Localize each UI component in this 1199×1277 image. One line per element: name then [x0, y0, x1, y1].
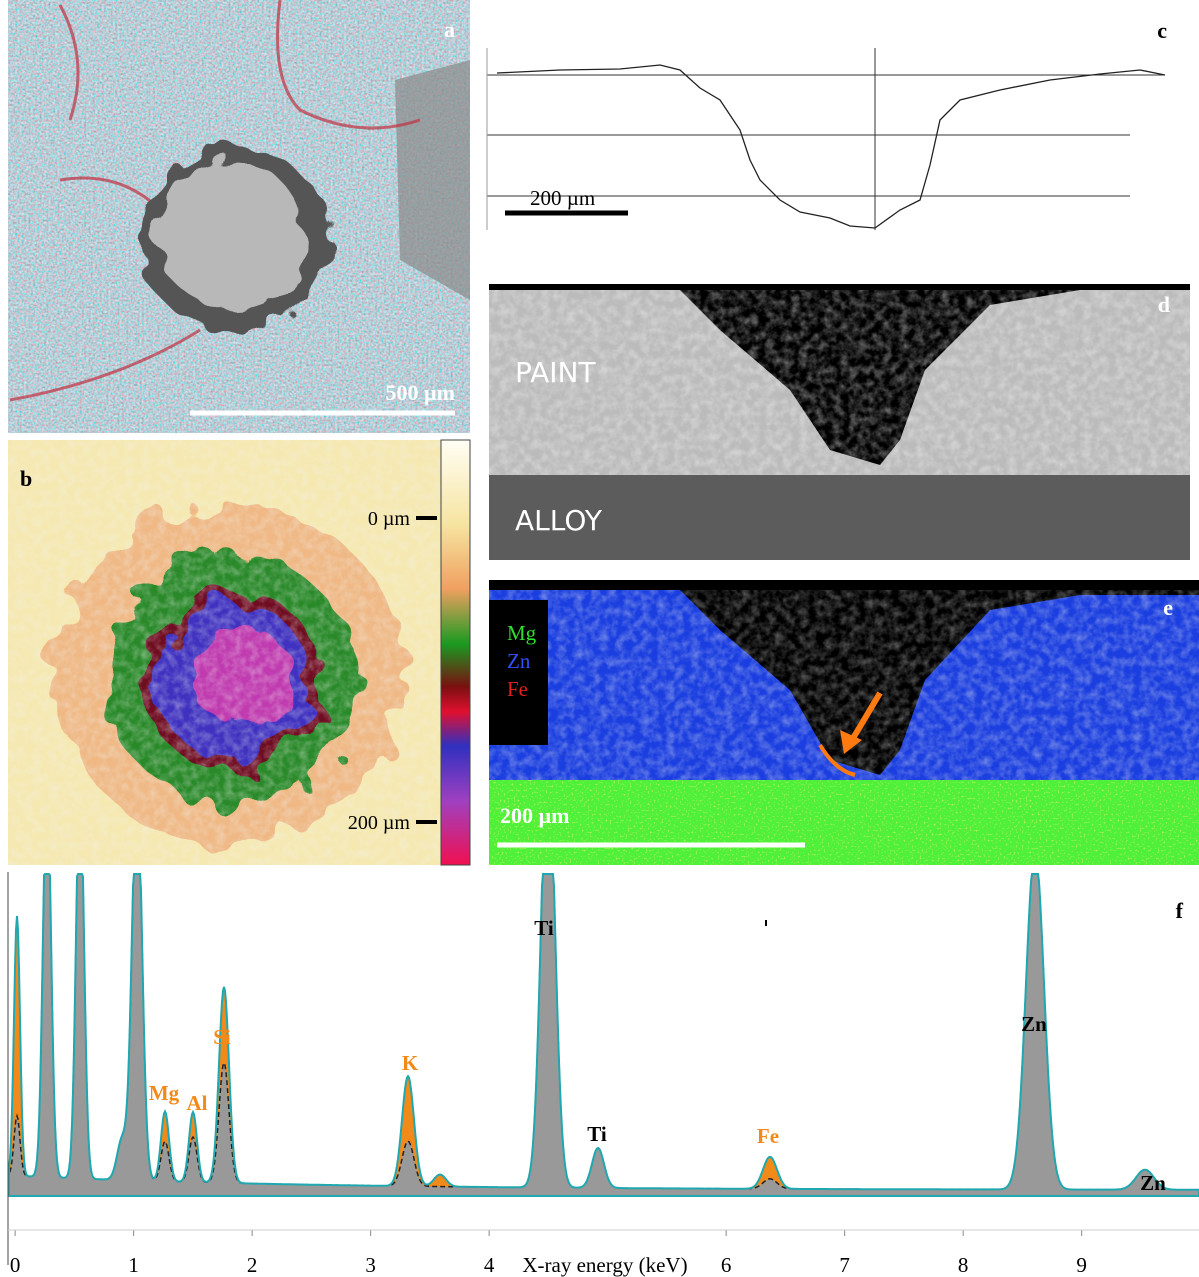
x-tick-label: 8 — [958, 1253, 969, 1277]
fe-trace — [818, 743, 856, 777]
alloy-layer — [489, 475, 1190, 560]
peak-label: Ti — [534, 916, 554, 940]
arrowhead — [840, 730, 862, 754]
scale-label: 500 µm — [385, 380, 455, 405]
peak-label: Al — [187, 1091, 208, 1115]
texture — [489, 290, 1190, 478]
profile — [496, 64, 1166, 229]
legend-item: Fe — [507, 677, 528, 701]
panel-letter: b — [20, 466, 32, 491]
x-tick-label: 2 — [247, 1253, 258, 1277]
x-tick-label: 9 — [1076, 1253, 1087, 1277]
panel-c: 200 µm c — [486, 18, 1167, 230]
peak-label: Si — [213, 1025, 231, 1049]
pit — [140, 148, 330, 332]
arrow — [849, 691, 883, 742]
peak-label: Zn — [1021, 1012, 1047, 1036]
panel-letter: a — [444, 17, 455, 42]
overlay-line — [8, 873, 1199, 1197]
scale-label: 200 µm — [530, 186, 595, 210]
peak-label: K — [402, 1051, 419, 1075]
x-tick-label: 4 — [484, 1253, 495, 1277]
panel-e: Mg Zn Fe 200 µm e — [489, 580, 1199, 865]
x-tick-label: 3 — [365, 1253, 376, 1277]
texture — [489, 780, 1199, 865]
x-tick-label: 7 — [839, 1253, 850, 1277]
x-tick-label: 6 — [721, 1253, 732, 1277]
x-axis-label: X-ray energy (keV) — [522, 1253, 687, 1277]
colorbar-label: 200 µm — [348, 812, 411, 834]
panel-letter: d — [1158, 292, 1170, 317]
layer-label: ALLOY — [515, 504, 603, 537]
scale-label: 200 µm — [500, 803, 570, 828]
x-tick-label: 0 — [10, 1253, 21, 1277]
peak-label: Zn — [1140, 1171, 1166, 1195]
panel-f: f Si Mg Al K Fe Ti Ti Zn Zn X-ray energy… — [7, 872, 1199, 1277]
peak-label: Mg — [149, 1081, 180, 1105]
peak-label: Ti — [587, 1122, 607, 1146]
panel-letter: c — [1157, 18, 1167, 43]
layer-label: PAINT — [515, 356, 596, 389]
panel-a: 500 µm a — [8, 0, 470, 433]
texture — [8, 440, 442, 865]
panel-letter: f — [1176, 898, 1184, 923]
x-tick-label: 1 — [128, 1253, 139, 1277]
colorbar — [440, 439, 471, 866]
region — [395, 60, 470, 300]
colorbar-label: 0 µm — [368, 508, 411, 530]
cracks — [9, 0, 421, 402]
texture — [489, 590, 1199, 785]
panel-letter: e — [1163, 595, 1173, 620]
legend-item: Mg — [507, 621, 537, 645]
legend-item: Zn — [507, 649, 531, 673]
panel-b: 0 µm 200 µm b — [8, 439, 471, 866]
gray-spectrum — [9, 874, 1199, 1196]
legend-box — [489, 600, 548, 745]
peak-label: Fe — [757, 1124, 779, 1148]
panel-d: PAINT ALLOY d — [489, 284, 1190, 560]
